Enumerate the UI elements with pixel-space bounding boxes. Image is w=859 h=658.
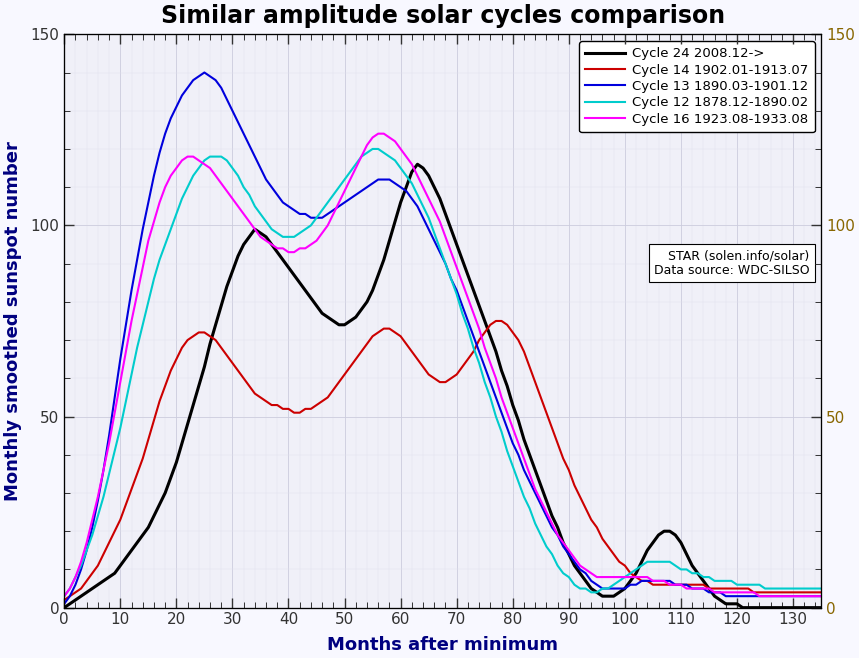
Cycle 16 1923.08-1933.08 — [676, 581, 686, 589]
Cycle 13 1890.03-1901.12 — [676, 581, 686, 589]
Legend: Cycle 24 2008.12->, Cycle 14 1902.01-1913.07, Cycle 13 1890.03-1901.12, Cycle 12: Cycle 24 2008.12->, Cycle 14 1902.01-191… — [579, 41, 814, 132]
Cycle 16 1923.08-1933.08 — [687, 584, 698, 592]
Cycle 14 1902.01-1913.07 — [59, 596, 70, 604]
Cycle 13 1890.03-1901.12 — [777, 592, 787, 600]
Cycle 24 2008.12-> — [687, 562, 698, 570]
Cycle 13 1890.03-1901.12 — [681, 581, 691, 589]
Cycle 12 1878.12-1890.02 — [816, 584, 826, 592]
Cycle 14 1902.01-1913.07 — [676, 581, 686, 589]
Cycle 24 2008.12-> — [676, 539, 686, 547]
Line: Cycle 16 1923.08-1933.08: Cycle 16 1923.08-1933.08 — [64, 134, 821, 596]
Cycle 16 1923.08-1933.08 — [816, 592, 826, 600]
Cycle 16 1923.08-1933.08 — [373, 130, 383, 138]
Cycle 12 1878.12-1890.02 — [59, 592, 70, 600]
Cycle 24 2008.12-> — [777, 603, 787, 611]
Title: Similar amplitude solar cycles comparison: Similar amplitude solar cycles compariso… — [161, 4, 725, 28]
Cycle 24 2008.12-> — [681, 550, 691, 558]
Cycle 14 1902.01-1913.07 — [687, 581, 698, 589]
Cycle 14 1902.01-1913.07 — [149, 417, 159, 424]
Cycle 16 1923.08-1933.08 — [149, 218, 159, 226]
Cycle 13 1890.03-1901.12 — [816, 592, 826, 600]
Cycle 13 1890.03-1901.12 — [199, 68, 210, 76]
Cycle 16 1923.08-1933.08 — [777, 592, 787, 600]
Cycle 24 2008.12-> — [816, 603, 826, 611]
Cycle 14 1902.01-1913.07 — [681, 581, 691, 589]
Cycle 24 2008.12-> — [412, 161, 423, 168]
Cycle 13 1890.03-1901.12 — [59, 600, 70, 608]
Line: Cycle 24 2008.12->: Cycle 24 2008.12-> — [64, 164, 821, 607]
Cycle 14 1902.01-1913.07 — [777, 588, 787, 596]
Cycle 24 2008.12-> — [59, 603, 70, 611]
Line: Cycle 13 1890.03-1901.12: Cycle 13 1890.03-1901.12 — [64, 72, 821, 604]
Cycle 14 1902.01-1913.07 — [350, 355, 361, 363]
Cycle 13 1890.03-1901.12 — [687, 584, 698, 592]
Cycle 12 1878.12-1890.02 — [676, 565, 686, 573]
Cycle 13 1890.03-1901.12 — [149, 172, 159, 180]
Cycle 24 2008.12-> — [350, 313, 361, 321]
Cycle 14 1902.01-1913.07 — [490, 317, 501, 325]
Line: Cycle 12 1878.12-1890.02: Cycle 12 1878.12-1890.02 — [64, 149, 821, 596]
Cycle 14 1902.01-1913.07 — [816, 588, 826, 596]
Cycle 16 1923.08-1933.08 — [59, 592, 70, 600]
Cycle 13 1890.03-1901.12 — [356, 187, 367, 195]
Cycle 16 1923.08-1933.08 — [350, 164, 361, 172]
Cycle 24 2008.12-> — [149, 512, 159, 520]
Line: Cycle 14 1902.01-1913.07: Cycle 14 1902.01-1913.07 — [64, 321, 821, 600]
Cycle 12 1878.12-1890.02 — [350, 161, 361, 168]
Cycle 12 1878.12-1890.02 — [149, 275, 159, 283]
Cycle 12 1878.12-1890.02 — [681, 565, 691, 573]
Text: STAR (solen.info/solar)
Data source: WDC-SILSO: STAR (solen.info/solar) Data source: WDC… — [654, 249, 810, 277]
Cycle 16 1923.08-1933.08 — [681, 584, 691, 592]
Cycle 12 1878.12-1890.02 — [687, 569, 698, 577]
Cycle 12 1878.12-1890.02 — [777, 584, 787, 592]
Cycle 12 1878.12-1890.02 — [368, 145, 378, 153]
X-axis label: Months after minimum: Months after minimum — [327, 636, 558, 654]
Y-axis label: Monthly smoothed sunspot number: Monthly smoothed sunspot number — [4, 141, 22, 501]
